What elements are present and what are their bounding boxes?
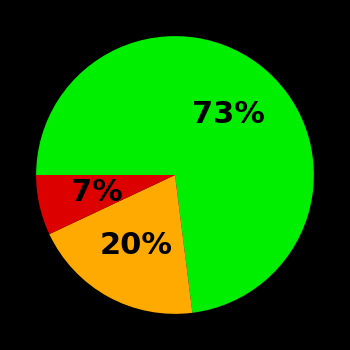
Wedge shape (36, 36, 314, 313)
Text: 7%: 7% (70, 178, 122, 207)
Text: 73%: 73% (192, 100, 265, 129)
Wedge shape (36, 175, 175, 234)
Wedge shape (49, 175, 192, 314)
Text: 20%: 20% (100, 231, 173, 260)
